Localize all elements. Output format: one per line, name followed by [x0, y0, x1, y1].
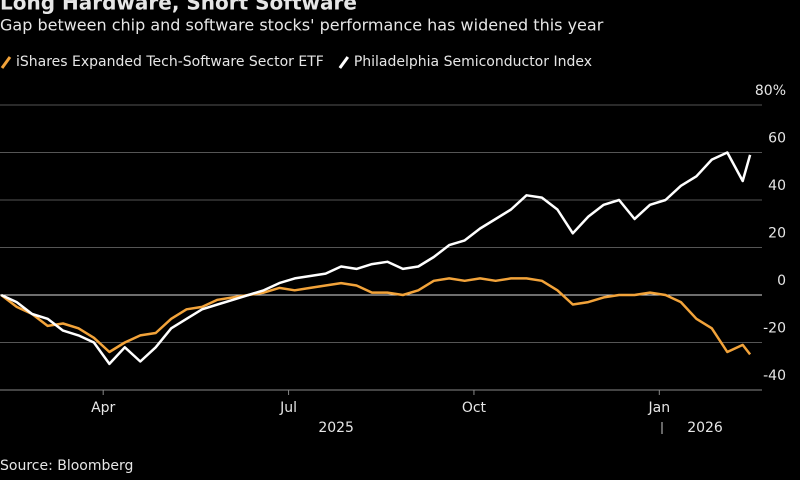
- y-tick-label: -40: [763, 368, 786, 384]
- y-tick-label: 60: [768, 131, 786, 147]
- chart-subtitle: Gap between chip and software stocks' pe…: [0, 16, 604, 35]
- series-line: [0, 277, 752, 356]
- series-line: [0, 151, 752, 366]
- y-tick-label: 0: [777, 273, 786, 289]
- legend-label: Philadelphia Semiconductor Index: [354, 54, 592, 70]
- y-tick-label: -20: [763, 321, 786, 337]
- chart-title: Long Hardware, Short Software: [0, 0, 357, 15]
- legend-label: iShares Expanded Tech-Software Sector ET…: [16, 54, 324, 70]
- x-tick-label: Apr: [91, 400, 115, 416]
- x-tick-label: Oct: [462, 400, 487, 416]
- year-label: 2026: [687, 420, 723, 436]
- legend-swatch: [0, 56, 12, 69]
- x-tick-label: Jul: [279, 400, 297, 416]
- y-tick-label: 20: [768, 226, 786, 242]
- y-tick-label: 80%: [755, 83, 786, 99]
- source: Source: Bloomberg: [0, 458, 133, 474]
- x-tick-label: Jan: [648, 400, 671, 416]
- year-label: 2025: [318, 420, 354, 436]
- legend-swatch: [338, 56, 350, 69]
- y-tick-label: 40: [768, 178, 786, 194]
